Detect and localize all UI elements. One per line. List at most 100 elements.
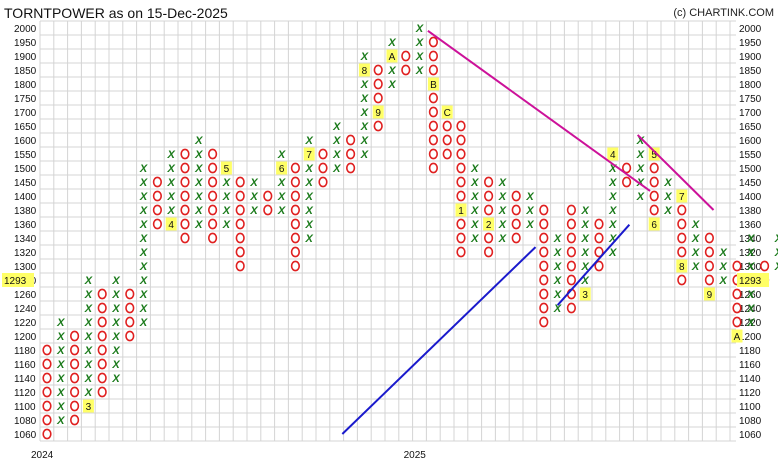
o-mark [677, 218, 687, 230]
o-mark [704, 274, 715, 286]
x-mark: X [277, 191, 286, 203]
box-label: 7 [679, 192, 685, 203]
box-label-bg [676, 189, 688, 203]
x-mark: X [332, 163, 341, 175]
x-mark: X [360, 51, 369, 63]
x-mark: X [139, 177, 148, 189]
x-mark: X [194, 205, 203, 217]
o-mark [208, 176, 218, 188]
o-mark [566, 204, 577, 216]
x-mark: X [663, 191, 672, 203]
current-price-tag-right: 1293 [737, 273, 769, 287]
x-mark: X [84, 359, 93, 371]
x-mark: X [746, 289, 755, 301]
box-label: 8 [679, 262, 685, 273]
o-mark [594, 218, 604, 230]
x-mark: X [167, 205, 176, 217]
x-mark: X [84, 345, 93, 357]
x-mark: X [249, 177, 258, 189]
o-mark [373, 92, 383, 104]
x-mark: X [636, 135, 645, 147]
o-mark [97, 288, 107, 300]
x-mark: X [691, 261, 700, 273]
o-mark [152, 190, 162, 202]
x-mark: X [415, 37, 424, 49]
o-mark [69, 372, 80, 384]
box-label-bg [483, 217, 495, 231]
y-tick-label-left: 1360 [14, 220, 37, 231]
o-mark [208, 148, 218, 160]
o-mark [677, 274, 687, 286]
o-mark [290, 232, 301, 244]
o-mark [484, 246, 494, 258]
x-mark: X [719, 261, 728, 273]
x-mark: X [553, 233, 562, 245]
o-mark [456, 134, 466, 146]
x-mark: X [608, 205, 617, 217]
x-mark: X [581, 205, 590, 217]
x-mark: X [608, 177, 617, 189]
box-label-bg [82, 399, 94, 413]
y-tick-label-right: 1300 [739, 262, 762, 273]
o-mark [428, 134, 439, 146]
y-tick-label-left: 1500 [14, 164, 37, 175]
x-mark: X [139, 219, 148, 231]
box-label-bg [165, 217, 177, 231]
x-mark: X [470, 177, 479, 189]
box-label: 3 [582, 290, 588, 301]
o-mark [539, 288, 549, 300]
box-label: 9 [707, 290, 713, 301]
x-mark: X [56, 401, 65, 413]
y-tick-label-right: 1140 [739, 374, 761, 385]
y-tick-label-left: 1120 [14, 388, 36, 399]
o-mark [484, 176, 494, 188]
y-tick-label-right: 1500 [739, 164, 762, 175]
o-mark [401, 50, 411, 62]
o-mark [69, 400, 80, 412]
o-mark [594, 246, 604, 258]
o-mark [290, 162, 301, 174]
y-tick-label-left: 1750 [14, 94, 37, 105]
o-mark [539, 218, 549, 230]
x-mark: X [56, 345, 65, 357]
o-mark [235, 246, 245, 258]
x-mark: X [608, 233, 617, 245]
o-mark [428, 64, 439, 76]
o-mark [442, 120, 452, 132]
box-label: 4 [610, 150, 616, 161]
x-mark: X [222, 191, 231, 203]
y-tick-label-left: 1400 [14, 192, 37, 203]
y-tick-label-left: 1160 [14, 360, 36, 371]
o-mark [539, 232, 549, 244]
o-mark [152, 218, 162, 230]
o-mark [428, 120, 439, 132]
o-mark [677, 204, 687, 216]
x-mark: X [415, 65, 424, 77]
x-mark: X [111, 359, 120, 371]
x-mark: X [774, 261, 778, 273]
o-mark [152, 204, 162, 216]
o-mark [704, 232, 715, 244]
x-mark: X [111, 303, 120, 315]
box-label-bg [731, 329, 743, 343]
box-label-bg [372, 105, 384, 119]
x-mark: X [498, 233, 507, 245]
o-mark [456, 120, 466, 132]
x-mark: X [581, 261, 590, 273]
x-mark: X [167, 149, 176, 161]
y-tick-label-right: 1240 [739, 304, 762, 315]
y-tick-label-right: 1900 [739, 52, 762, 63]
x-mark: X [691, 219, 700, 231]
x-mark: X [581, 233, 590, 245]
box-label-bg [455, 203, 467, 217]
x-mark: X [581, 219, 590, 231]
box-label: A [389, 52, 396, 63]
o-mark [649, 190, 659, 202]
y-tick-label-right: 1800 [739, 80, 762, 91]
o-mark [235, 204, 245, 216]
o-mark [180, 204, 190, 216]
y-tick-label-left: 1180 [14, 346, 36, 357]
x-mark: X [167, 163, 176, 175]
x-mark: X [222, 177, 231, 189]
